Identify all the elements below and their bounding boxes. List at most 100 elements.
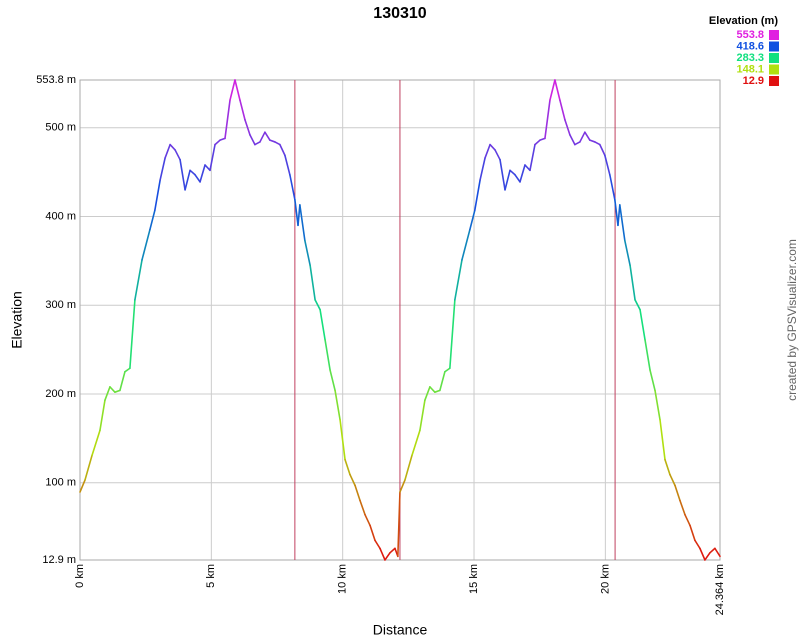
profile-segment: [344, 458, 351, 476]
y-tick-label: 553.8 m: [36, 74, 76, 86]
profile-segment: [544, 99, 551, 140]
profile-segment: [619, 204, 626, 242]
profile-segment: [119, 370, 126, 392]
y-tick-label: 200 m: [45, 388, 76, 400]
profile-segment: [319, 308, 326, 341]
x-tick-label: 15 km: [468, 564, 480, 594]
legend-label: 418.6: [736, 40, 764, 52]
profile-segment: [404, 454, 413, 481]
profile-segment: [489, 143, 496, 151]
x-tick-label: 24.364 km: [714, 564, 726, 615]
profile-segment: [374, 539, 381, 550]
profile-segment: [104, 386, 111, 401]
profile-segment: [289, 173, 296, 201]
profile-segment: [79, 479, 86, 493]
profile-segment: [594, 141, 601, 146]
y-tick-label: 12.9 m: [42, 554, 76, 566]
profile-segment: [249, 134, 256, 146]
profile-segment: [504, 169, 511, 191]
profile-segment: [461, 228, 471, 261]
profile-segment: [484, 143, 491, 159]
profile-segment: [349, 473, 356, 487]
y-tick-label: 300 m: [45, 299, 76, 311]
profile-segment: [679, 499, 686, 516]
profile-segment: [184, 169, 191, 191]
profile-segment: [669, 473, 676, 487]
profile-segment: [169, 143, 176, 151]
x-tick-label: 0 km: [74, 564, 86, 588]
profile-segment: [354, 484, 361, 502]
x-tick-label: 10 km: [337, 564, 349, 594]
profile-segment: [397, 491, 401, 558]
profile-segment: [579, 131, 586, 143]
profile-segment: [554, 79, 561, 102]
profile-segment: [434, 389, 441, 393]
profile-segment: [399, 479, 406, 493]
profile-segment: [654, 389, 661, 421]
profile-segment: [499, 158, 506, 191]
profile-segment: [519, 164, 526, 183]
profile-segment: [629, 264, 636, 301]
profile-segment: [229, 79, 236, 102]
profile-segment: [124, 367, 131, 373]
profile-segment: [254, 141, 261, 146]
profile-segment: [334, 389, 341, 421]
profile-segment: [529, 143, 536, 172]
profile-segment: [149, 209, 156, 231]
profile-segment: [689, 524, 696, 542]
legend-swatch: [769, 64, 779, 75]
profile-segment: [239, 99, 246, 121]
profile-segment: [411, 429, 421, 456]
profile-segment: [704, 552, 711, 561]
profile-segment: [259, 131, 266, 143]
profile-segment: [479, 157, 486, 181]
legend-label: 283.3: [736, 52, 764, 64]
profile-segment: [359, 499, 366, 516]
profile-segment: [539, 137, 546, 141]
profile-segment: [314, 299, 321, 311]
profile-segment: [514, 173, 521, 183]
profile-segment: [524, 164, 531, 172]
profile-segment: [454, 259, 463, 301]
profile-segment: [614, 198, 619, 227]
profile-segment: [224, 99, 231, 140]
profile-segment: [444, 367, 451, 373]
x-tick-label: 5 km: [205, 564, 217, 588]
profile-segment: [109, 386, 116, 393]
profile-segment: [674, 484, 681, 502]
profile-segment: [584, 131, 591, 141]
profile-segment: [294, 198, 299, 227]
profile-segment: [154, 179, 161, 212]
profile-segment: [129, 299, 136, 370]
profile-segment: [474, 179, 481, 212]
profile-segment: [329, 369, 336, 392]
profile-segment: [364, 513, 371, 527]
profile-segment: [649, 369, 656, 392]
profile-segment: [694, 539, 701, 550]
y-tick-label: 400 m: [45, 210, 76, 222]
profile-segment: [84, 454, 93, 481]
profile-segment: [141, 228, 151, 261]
profile-segment: [564, 118, 571, 136]
profile-segment: [424, 386, 431, 401]
legend-swatch: [769, 30, 779, 40]
y-tick-label: 100 m: [45, 477, 76, 489]
profile-segment: [189, 169, 196, 176]
profile-segment: [714, 547, 721, 558]
profile-segment: [304, 239, 311, 267]
profile-segment: [709, 547, 716, 554]
profile-segment: [439, 370, 446, 392]
profile-segment: [219, 137, 226, 141]
profile-segment: [449, 299, 456, 370]
profile-segment: [604, 154, 611, 176]
profile-segment: [99, 399, 106, 432]
x-tick-label: 20 km: [599, 564, 611, 594]
y-tick-label: 500 m: [45, 122, 76, 134]
profile-segment: [634, 299, 641, 311]
profile-segment: [589, 139, 596, 143]
legend-label: 148.1: [736, 63, 764, 75]
profile-segment: [274, 141, 281, 146]
legend-label: 12.9: [743, 75, 764, 87]
profile-segment: [509, 169, 516, 176]
